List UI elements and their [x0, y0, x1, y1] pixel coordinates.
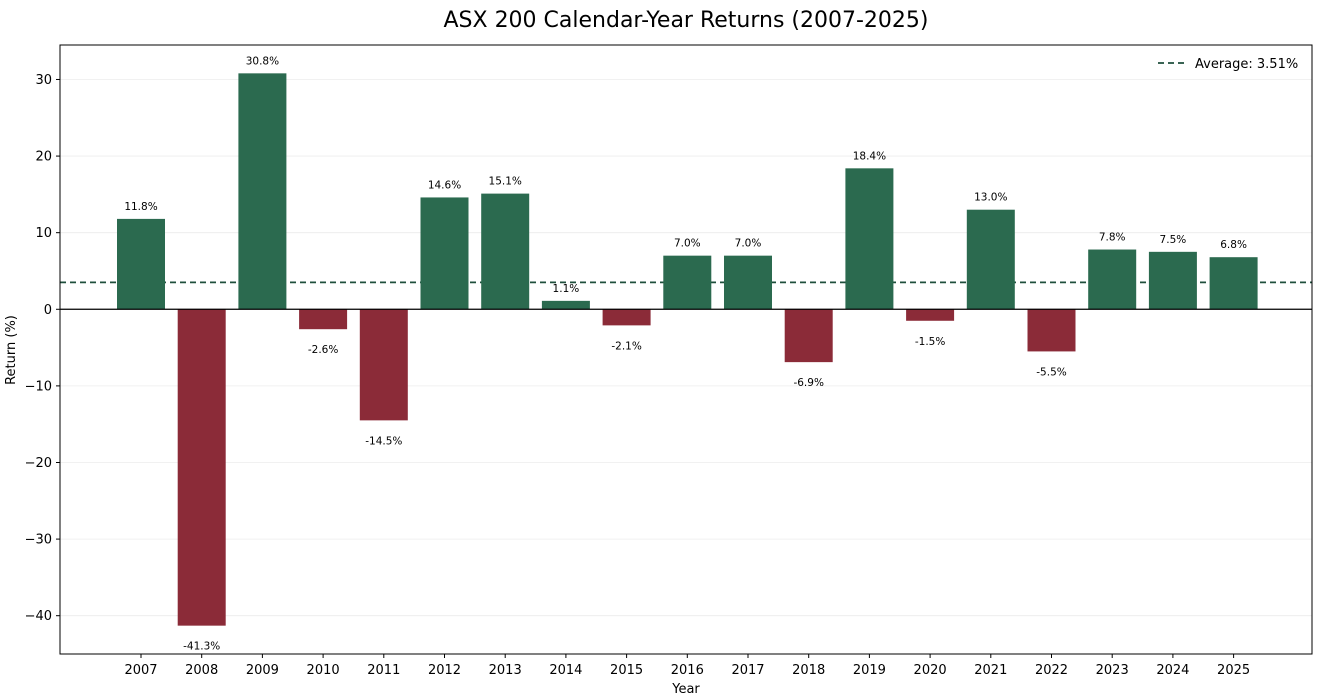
bar-value-labels: 11.8% -41.3% 30.8% -2.6% -14.5% 14.6% 15.1% 1.1… — [124, 55, 1247, 652]
plot-frame — [59, 44, 1313, 655]
bar-value-label: 6.8% — [1220, 239, 1247, 251]
chart-title: ASX 200 Calendar-Year Returns (2007-2025… — [443, 8, 928, 33]
y-axis-label: Return (%) — [4, 315, 19, 385]
bar-2018 — [784, 309, 833, 363]
x-tick-label: 2009 — [246, 663, 279, 678]
x-tick-label: 2020 — [914, 663, 947, 678]
x-tick-label: 2011 — [367, 663, 400, 678]
x-tick-label: 2017 — [731, 663, 764, 678]
x-tick-label: 2018 — [792, 663, 825, 678]
bar-2022 — [1027, 309, 1076, 352]
legend-average-label: Average: 3.51% — [1195, 57, 1298, 72]
bar-2011 — [359, 309, 408, 421]
x-tick-label: 2014 — [549, 663, 582, 678]
x-tick-label: 2015 — [610, 663, 643, 678]
bar-value-label: -1.5% — [915, 336, 945, 348]
bar-value-label: 11.8% — [124, 201, 157, 213]
x-tick-label: 2023 — [1096, 663, 1129, 678]
bar-value-label: 15.1% — [489, 176, 522, 188]
bar-2010 — [299, 309, 348, 330]
bar-2023 — [1088, 249, 1137, 310]
bar-2024 — [1148, 251, 1197, 310]
x-tick-label: 2013 — [489, 663, 522, 678]
x-tick-label: 2012 — [428, 663, 461, 678]
legend: Average: 3.51% — [1158, 57, 1298, 72]
bar-2015 — [602, 309, 651, 326]
bar-2017 — [724, 255, 772, 310]
y-tick-label: 30 — [35, 73, 52, 88]
bar-value-label: 7.5% — [1160, 234, 1187, 246]
x-tick-label: 2024 — [1156, 663, 1189, 678]
bar-2007 — [117, 218, 165, 310]
y-tick-label: 10 — [35, 226, 52, 241]
bar-2019 — [845, 168, 894, 310]
bar-2021 — [966, 209, 1015, 310]
bar-value-label: -6.9% — [793, 377, 823, 389]
bar-value-label: 30.8% — [246, 55, 279, 67]
y-tick-label: −10 — [25, 379, 52, 394]
y-tick-label: −20 — [25, 456, 52, 471]
y-tick-label: −40 — [25, 609, 52, 624]
bar-2020 — [906, 309, 955, 321]
bar-value-label: -14.5% — [365, 435, 402, 447]
y-tick-label: −30 — [25, 533, 52, 548]
bar-value-label: 1.1% — [553, 283, 580, 295]
x-tick-label: 2007 — [124, 663, 157, 678]
y-tick-label: 0 — [44, 303, 52, 318]
axes: −40 −30 −20 −10 0 10 20 30 2007 2008 2009 2010 2011 2… — [25, 73, 1312, 678]
x-tick-label: 2010 — [307, 663, 340, 678]
y-tick-label: 20 — [35, 150, 52, 165]
bar-value-label: 7.8% — [1099, 232, 1126, 244]
bar-value-label: 14.6% — [428, 179, 461, 191]
x-tick-label: 2008 — [185, 663, 218, 678]
bar-value-label: -2.6% — [308, 344, 338, 356]
bar-value-label: 7.0% — [674, 238, 701, 250]
bars — [117, 73, 1258, 626]
x-tick-label: 2019 — [853, 663, 886, 678]
bar-value-label: -41.3% — [183, 641, 220, 653]
bar-value-label: 7.0% — [735, 238, 762, 250]
bar-value-label: -2.1% — [611, 340, 641, 352]
x-tick-label: 2022 — [1035, 663, 1068, 678]
bar-value-label: 13.0% — [974, 192, 1007, 204]
x-tick-label: 2021 — [974, 663, 1007, 678]
bar-value-label: -5.5% — [1036, 366, 1066, 378]
x-tick-label: 2025 — [1217, 663, 1250, 678]
bar-2012 — [420, 197, 469, 310]
bar-value-label: 18.4% — [853, 150, 886, 162]
bar-2008 — [177, 309, 226, 626]
x-tick-label: 2016 — [671, 663, 704, 678]
bar-2009 — [238, 73, 287, 310]
bar-2016 — [663, 255, 712, 310]
x-axis-label: Year — [671, 682, 700, 697]
bar-2013 — [481, 193, 530, 310]
bar-2025 — [1209, 257, 1258, 310]
bar-2014 — [541, 300, 590, 310]
